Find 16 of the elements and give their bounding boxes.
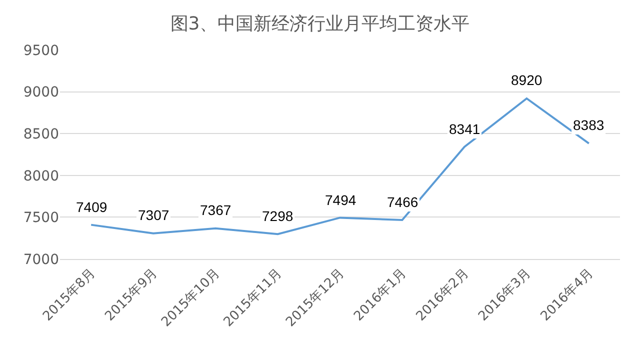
data-label: 7298 <box>262 208 294 224</box>
data-label: 7367 <box>200 202 232 218</box>
data-label: 7494 <box>325 192 356 208</box>
y-tick-label: 7500 <box>23 210 59 226</box>
data-label: 8383 <box>573 117 604 133</box>
y-tick-label: 9500 <box>23 42 59 59</box>
y-tick-label: 9000 <box>23 84 59 101</box>
data-label: 8920 <box>511 72 542 88</box>
chart-title: 图3、中国新经济行业月平均工资水平 <box>170 14 470 35</box>
y-tick-label: 8000 <box>23 168 59 184</box>
data-label: 7409 <box>76 199 108 215</box>
data-label: 7307 <box>138 207 170 223</box>
data-label: 8341 <box>449 121 480 137</box>
y-tick-label: 7000 <box>23 252 59 268</box>
y-tick-label: 8500 <box>23 126 59 142</box>
data-label: 7466 <box>387 194 418 210</box>
